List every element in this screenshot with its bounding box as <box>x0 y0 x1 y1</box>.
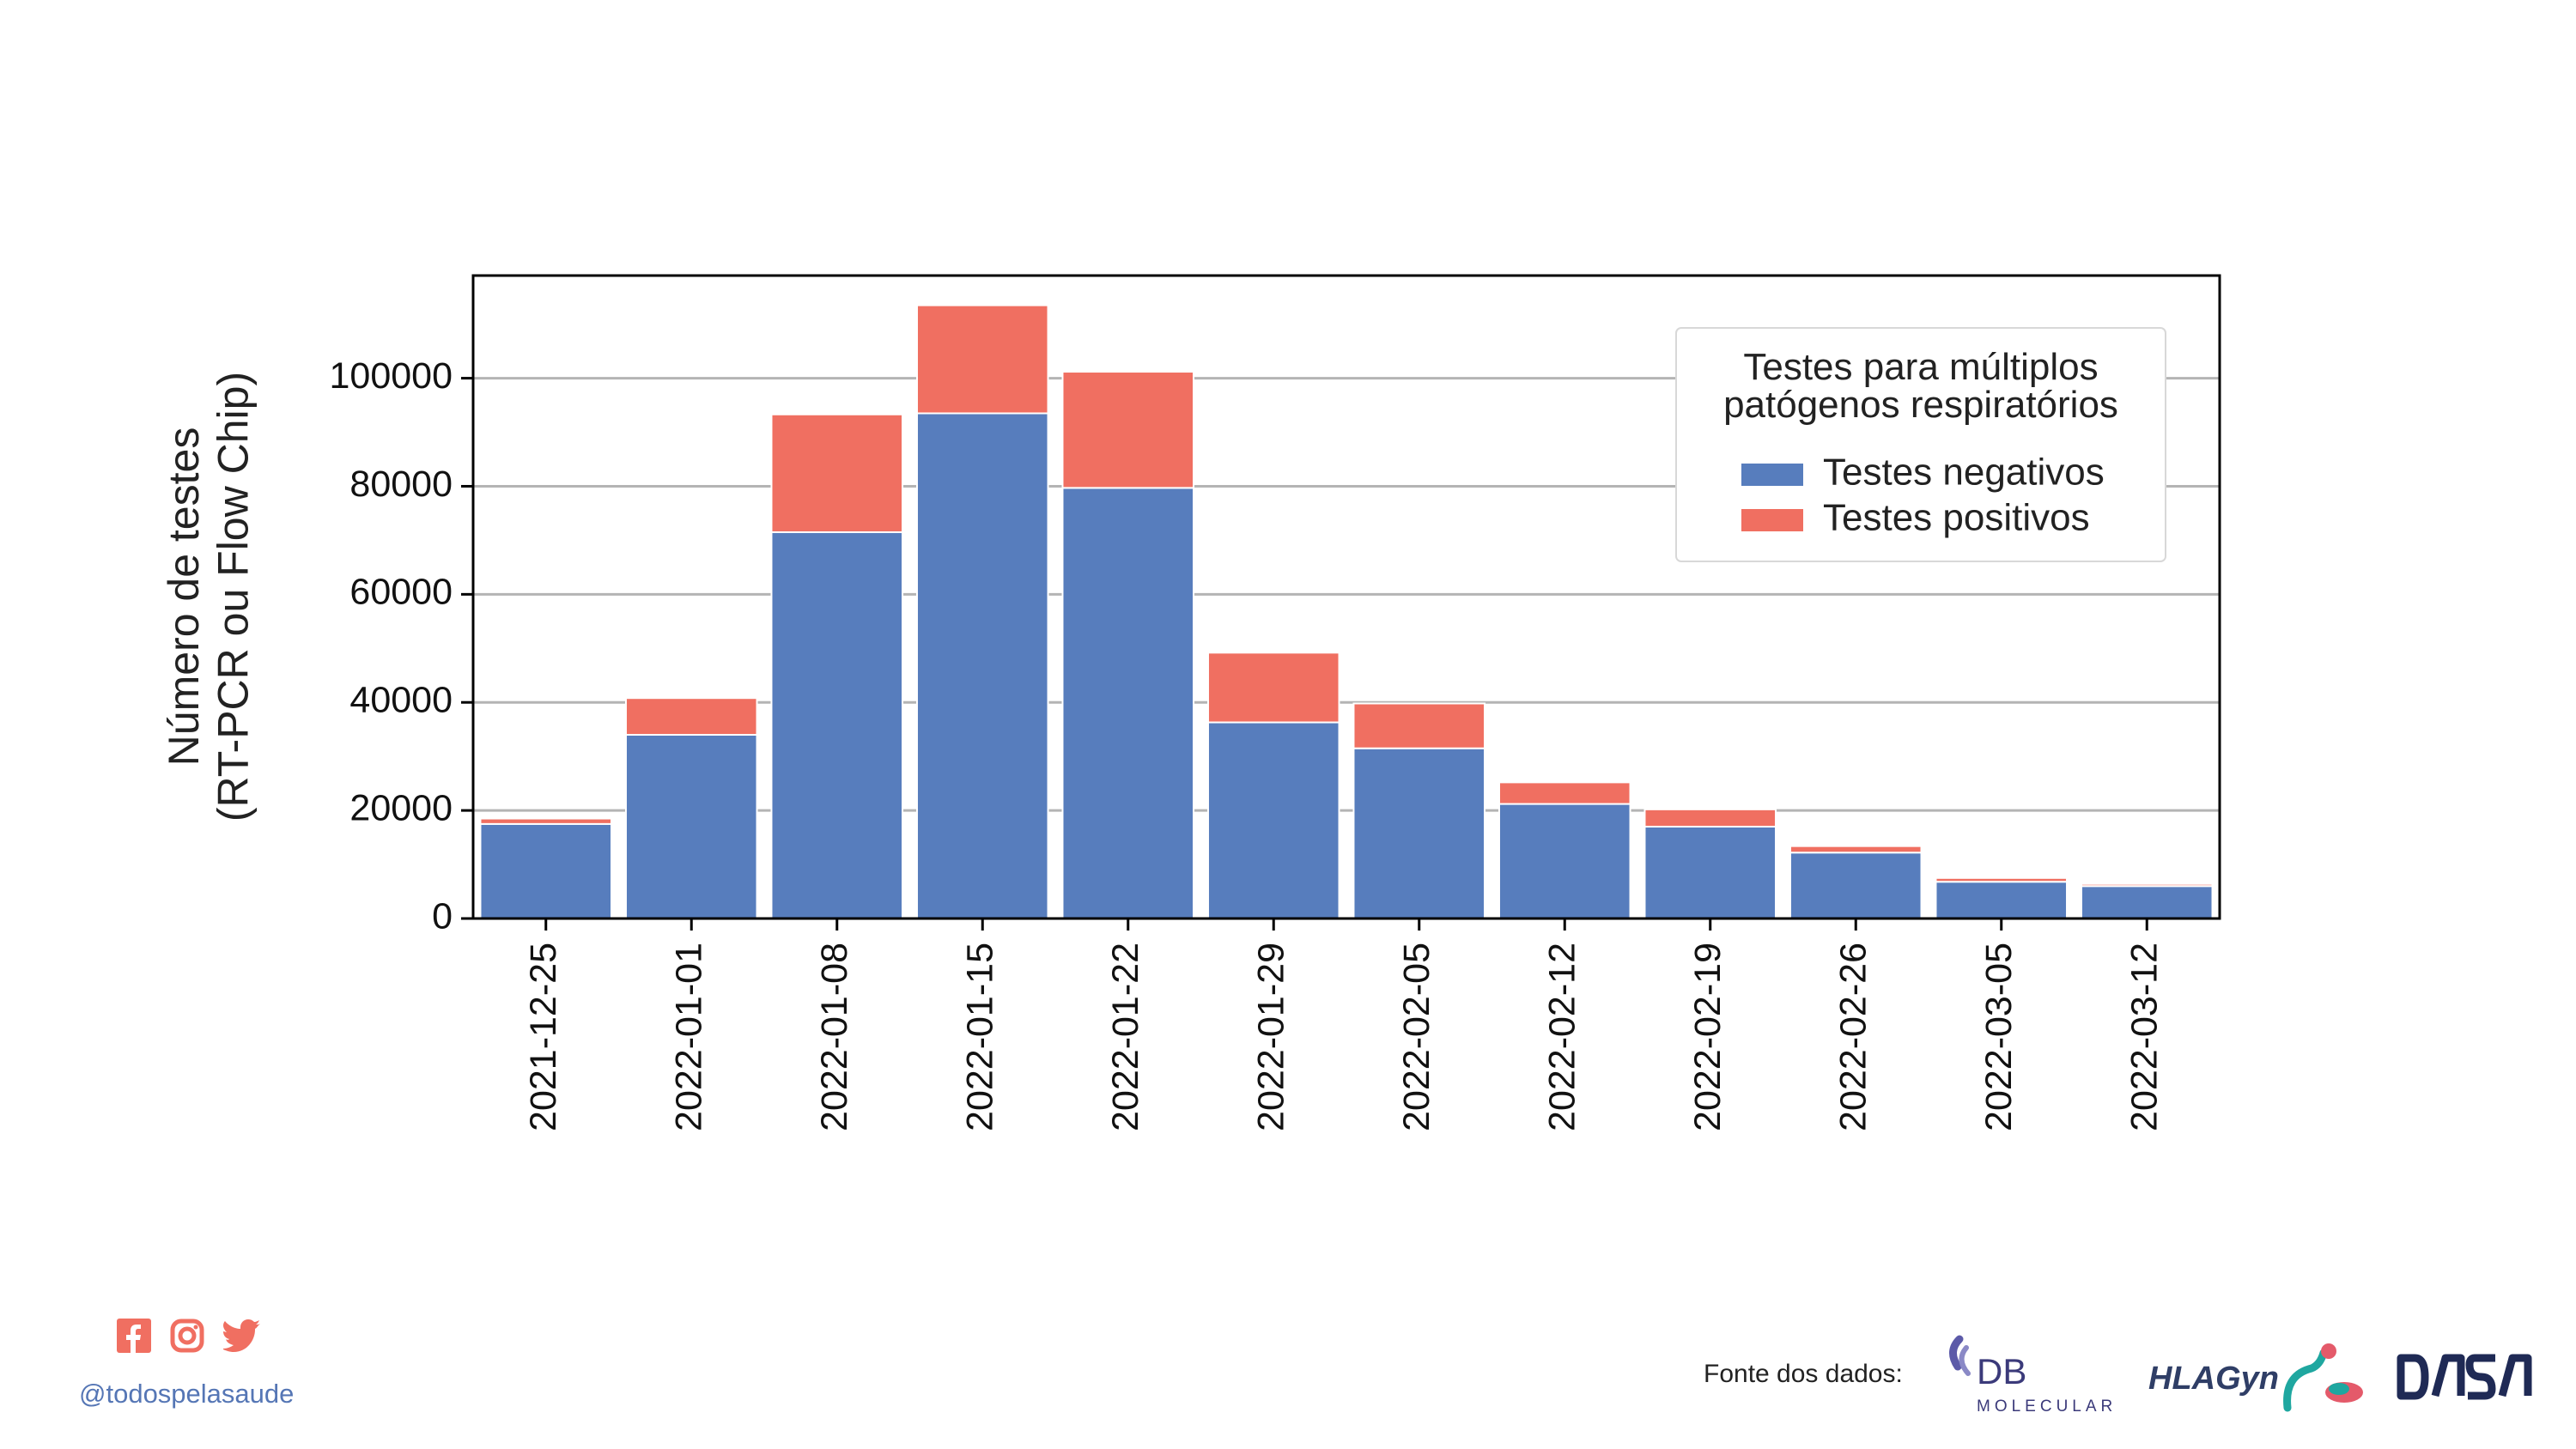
svg-text:MOLECULAR: MOLECULAR <box>1977 1397 2117 1416</box>
bar-negative <box>1352 747 1486 919</box>
bar-positive <box>1498 781 1631 805</box>
svg-text:HLAGyn: HLAGyn <box>2148 1361 2279 1397</box>
bar-negative <box>770 530 904 919</box>
x-tick-label: 2022-01-08 <box>814 943 855 1131</box>
bar-positive <box>915 304 1049 415</box>
y-axis-label-line: (RT-PCR ou Flow Chip) <box>210 372 258 822</box>
hlagyn-logo: HLAGyn <box>2148 1343 2363 1412</box>
x-tick-label: 2022-02-19 <box>1687 943 1728 1131</box>
bar-negative <box>1498 803 1631 919</box>
y-tick-label: 0 <box>432 895 453 937</box>
bar-positive <box>770 413 904 533</box>
bar-negative <box>1789 852 1923 920</box>
bar-positive <box>1206 652 1340 724</box>
social-handle[interactable]: @todospelasaude <box>79 1379 295 1409</box>
axes: 2021-12-25 2022-01-01 2022-01-08 2022-01-15… <box>330 274 2221 1131</box>
instagram-icon[interactable] <box>170 1319 204 1353</box>
x-tick-label: 2022-01-01 <box>669 943 710 1131</box>
bar-positive <box>1789 845 1923 854</box>
legend-swatch <box>1741 509 1803 531</box>
bar-negative <box>915 412 1049 919</box>
db-molecular-logo: DB MOLECULAR <box>1949 1335 2117 1416</box>
bar-negative <box>1643 826 1777 919</box>
bar-negative <box>1206 721 1340 920</box>
x-tick-label: 2022-01-15 <box>960 943 1001 1131</box>
x-tick-label: 2022-02-12 <box>1542 943 1583 1131</box>
legend-box <box>1675 327 2166 562</box>
bars <box>479 304 2214 920</box>
bar-negative <box>2080 885 2214 920</box>
twitter-icon[interactable] <box>223 1319 261 1352</box>
data-source-label: Fonte dos dados: <box>1704 1360 1903 1388</box>
x-tick-label: 2021-12-25 <box>523 943 564 1131</box>
legend-entry-label: Testes negativos <box>1823 452 2105 494</box>
bar-positive <box>1643 808 1777 828</box>
bar-positive <box>1352 702 1486 749</box>
y-tick-label: 60000 <box>349 572 453 613</box>
plot-frame <box>471 274 2221 920</box>
x-tick-label: 2022-03-12 <box>2124 943 2166 1131</box>
y-axis-label-line: Número de testes <box>160 427 208 767</box>
legend-swatch <box>1741 464 1803 486</box>
x-tick-label: 2022-02-05 <box>1396 943 1437 1131</box>
y-tick-label: 80000 <box>349 464 453 505</box>
x-tick-label: 2022-01-22 <box>1105 943 1146 1131</box>
legend-title: Testes para múltiplos patógenos respirató… <box>1723 346 2118 426</box>
bar-positive <box>2080 882 2214 888</box>
bar-positive <box>1935 876 2069 883</box>
bar-positive <box>479 817 613 825</box>
bar-positive <box>624 697 758 737</box>
legend-title-line: patógenos respiratórios <box>1723 384 2118 426</box>
y-axis-label: Número de testes(RT-PCR ou Flow Chip) <box>160 372 258 822</box>
bar-positive <box>1061 371 1195 489</box>
social-icons <box>117 1319 261 1353</box>
bar-negative <box>479 822 613 920</box>
facebook-icon[interactable] <box>117 1319 151 1353</box>
legend: Testes para múltiplos patógenos respirató… <box>1675 327 2166 562</box>
y-tick-label: 20000 <box>349 787 453 828</box>
bar-negative <box>1061 487 1195 919</box>
x-tick-label: 2022-02-26 <box>1833 943 1874 1131</box>
bar-negative <box>624 734 758 919</box>
dasa-logo <box>2397 1354 2532 1400</box>
y-tick-label: 40000 <box>349 680 453 721</box>
legend-title-line: Testes para múltiplos <box>1743 346 2098 388</box>
y-tick-label: 100000 <box>330 355 453 397</box>
x-tick-label: 2022-03-05 <box>1978 943 2020 1131</box>
x-tick-label: 2022-01-29 <box>1251 943 1292 1131</box>
bar-negative <box>1935 881 2069 919</box>
svg-text:DB: DB <box>1977 1351 2026 1391</box>
legend-entry-label: Testes positivos <box>1823 497 2090 539</box>
